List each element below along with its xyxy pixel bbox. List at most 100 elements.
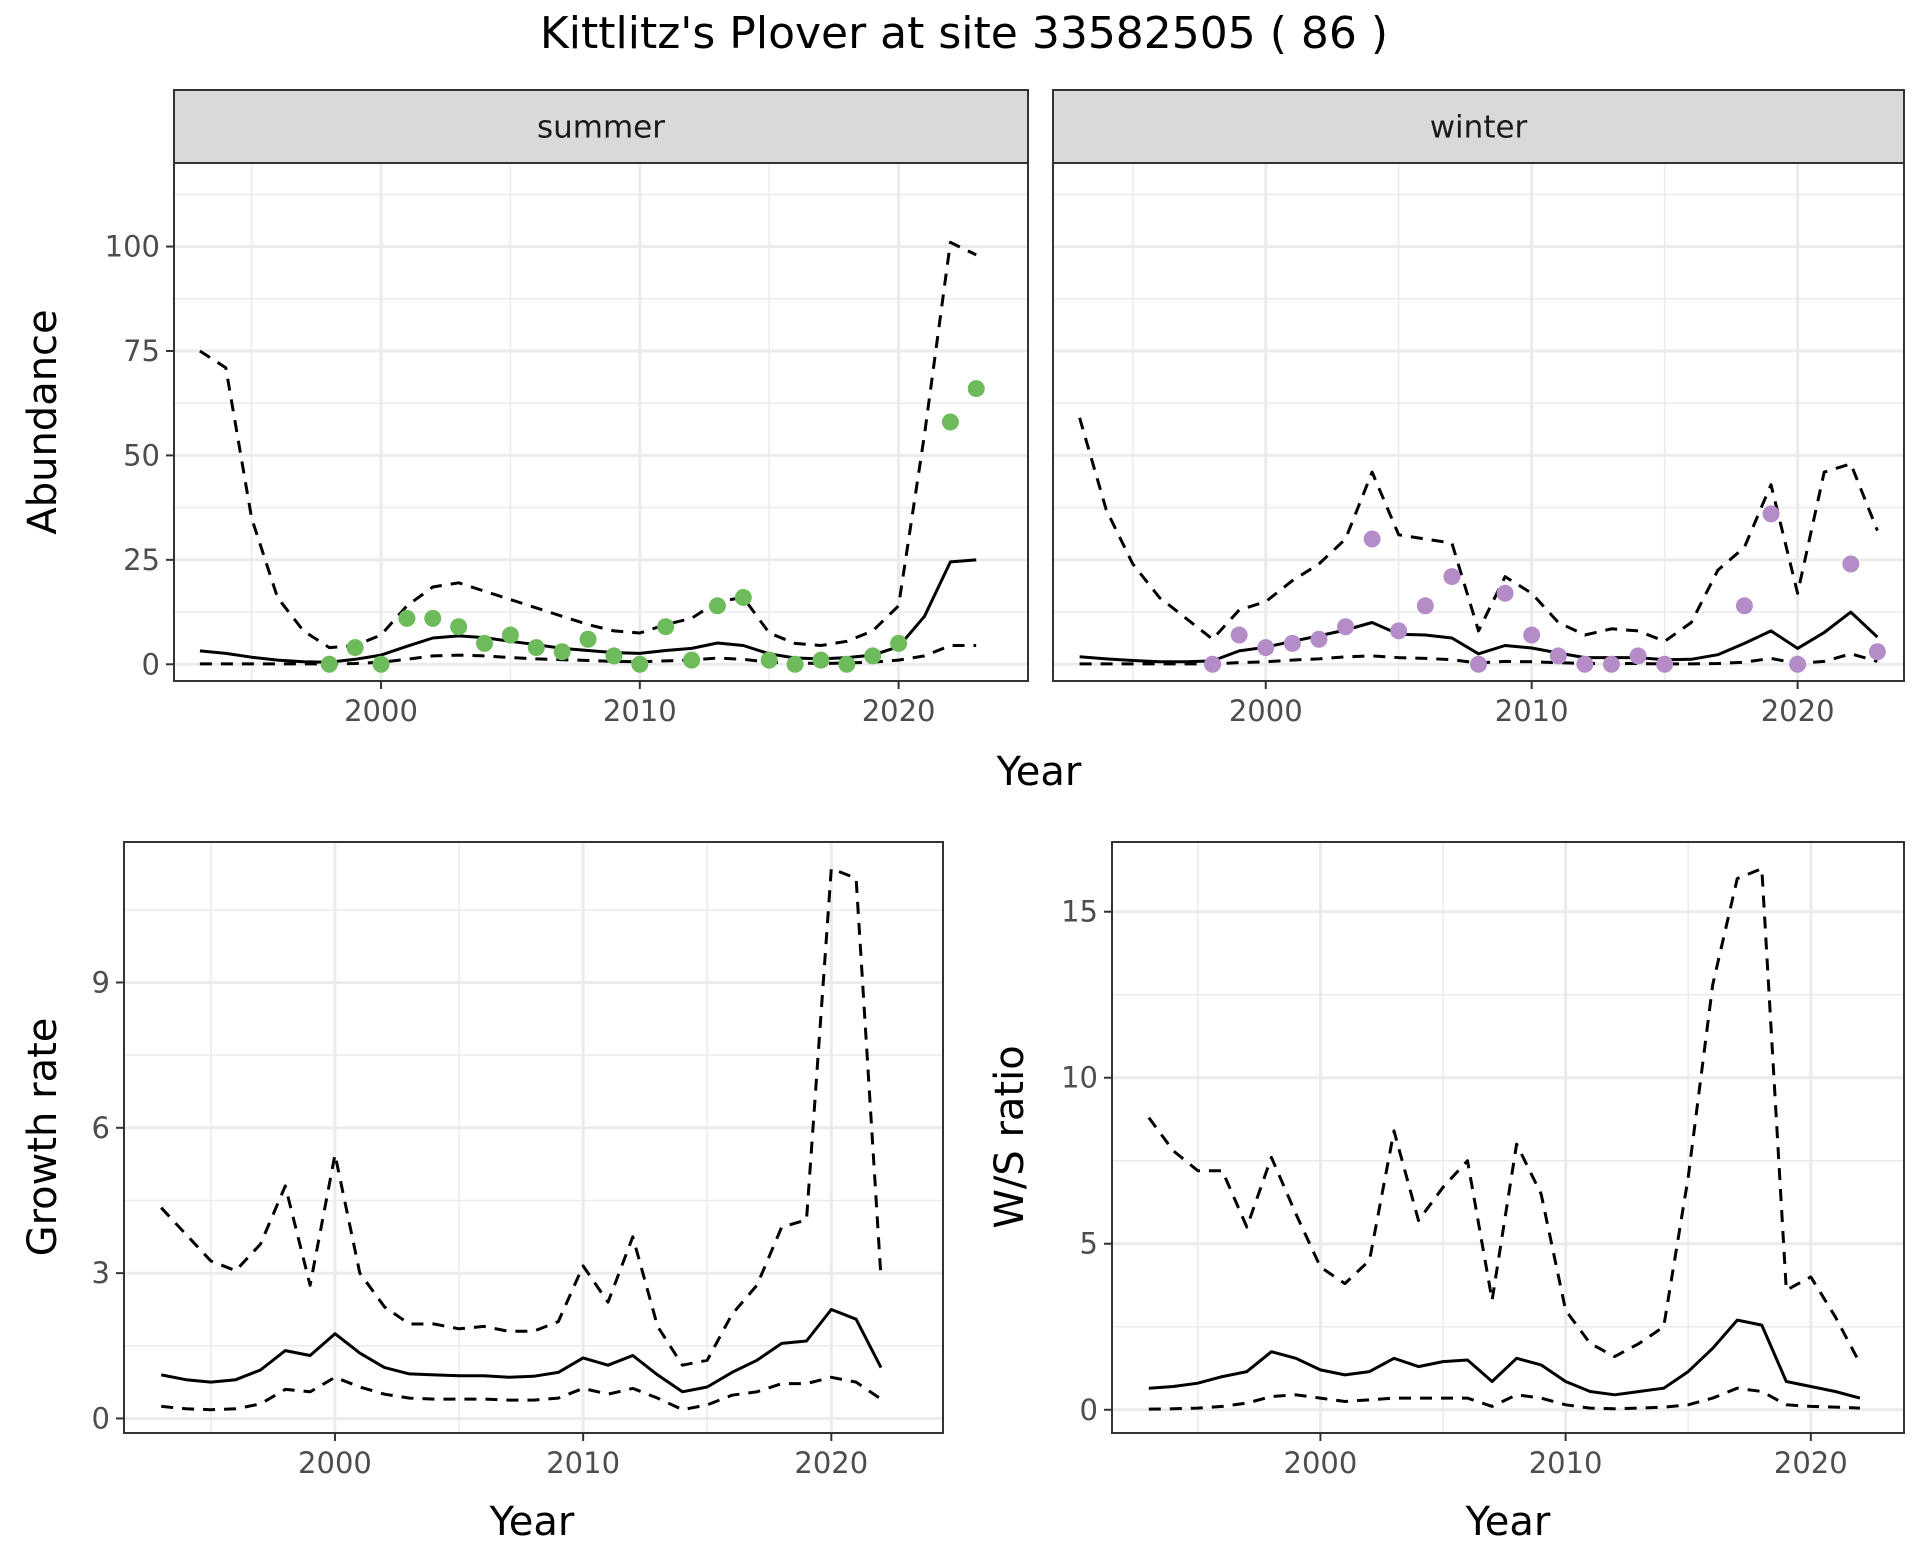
x-tick-label: 2020: [862, 694, 936, 728]
data-point-winter: [1230, 626, 1248, 644]
x-axis-title-abundance: Year: [996, 749, 1082, 795]
y-tick-label: 0: [142, 647, 160, 681]
x-tick-label: 2010: [1495, 694, 1569, 728]
data-point-winter: [1283, 634, 1301, 652]
x-tick-label: 2020: [1774, 1446, 1848, 1480]
x-tick-label: 2000: [1284, 1446, 1358, 1480]
data-point-winter: [1868, 643, 1886, 661]
data-point-summer: [631, 655, 649, 673]
y-tick-label: 25: [123, 543, 160, 577]
y-axis-title-growth: Growth rate: [20, 1018, 66, 1257]
data-point-winter: [1310, 630, 1328, 648]
data-point-summer: [553, 643, 571, 661]
chart-title: Kittlitz's Plover at site 33582505 ( 86 …: [540, 8, 1388, 59]
y-tick-label: 9: [92, 965, 110, 999]
y-tick-label: 0: [92, 1401, 110, 1435]
data-point-summer: [527, 639, 545, 657]
upper-bound-line: [1078, 417, 1879, 643]
x-tick-label: 2010: [546, 1446, 620, 1480]
y-tick-label: 3: [92, 1256, 110, 1290]
data-point-summer: [941, 413, 959, 431]
panel-data: [199, 240, 985, 673]
x-tick-label: 2000: [298, 1446, 372, 1480]
data-point-winter: [1576, 655, 1594, 673]
facet-strip-label: summer: [537, 110, 665, 146]
data-point-winter: [1656, 655, 1674, 673]
x-tick-label: 2020: [794, 1446, 868, 1480]
data-point-summer: [424, 609, 442, 627]
data-point-summer: [501, 626, 519, 644]
data-point-winter: [1390, 622, 1408, 640]
x-tick-label: 2010: [1529, 1446, 1603, 1480]
upper-bound-line: [1147, 867, 1862, 1365]
data-point-summer: [579, 630, 597, 648]
panel-growth: 2000 2010 2020 0 3 6 9: [92, 841, 944, 1480]
panel-background: [1112, 842, 1904, 1433]
x-axis-title-ws-ratio: Year: [1465, 1499, 1551, 1545]
data-point-summer: [372, 655, 390, 673]
panel-border: [1111, 841, 1905, 1434]
data-point-summer: [346, 639, 364, 657]
upper-bound-line: [160, 867, 883, 1367]
estimate-line: [160, 1308, 883, 1394]
data-point-summer: [605, 647, 623, 665]
x-tick-label: 2020: [1761, 694, 1835, 728]
y-tick-label: 5: [1080, 1227, 1098, 1261]
panel-winter: 2000 2010 2020 winter: [1052, 89, 1905, 728]
data-point-summer: [786, 655, 804, 673]
data-point-winter: [1337, 618, 1355, 636]
data-point-summer: [657, 618, 675, 636]
data-point-winter: [1842, 555, 1860, 573]
data-point-winter: [1523, 626, 1541, 644]
x-tick-label: 2010: [603, 694, 677, 728]
data-point-winter: [1416, 597, 1434, 615]
y-tick-label: 100: [105, 230, 160, 264]
y-tick-label: 15: [1061, 895, 1098, 929]
y-tick-label: 0: [1080, 1393, 1098, 1427]
data-point-summer: [476, 634, 494, 652]
y-tick-label: 75: [123, 334, 160, 368]
y-tick-label: 10: [1061, 1061, 1098, 1095]
y-axis-title-abundance: Abundance: [20, 309, 66, 534]
data-point-winter: [1470, 655, 1487, 673]
data-point-winter: [1735, 597, 1753, 615]
panel-data: [1147, 867, 1862, 1411]
facet-strip-label: winter: [1430, 110, 1528, 146]
estimate-line: [1148, 1318, 1861, 1400]
data-point-summer: [708, 597, 726, 615]
data-point-summer: [450, 618, 468, 636]
x-tick-label: 2000: [344, 694, 418, 728]
data-point-summer: [838, 655, 856, 673]
panel-background: [174, 163, 1028, 681]
upper-bound-line: [199, 240, 977, 650]
data-point-winter: [1257, 639, 1275, 657]
data-point-summer: [734, 588, 752, 606]
panel-ws_ratio: 2000 2010 2020 0 5 10 15: [1061, 841, 1905, 1480]
data-point-winter: [1762, 505, 1780, 523]
data-point-summer: [683, 651, 701, 669]
data-point-summer: [967, 380, 985, 398]
panel-summer: 2000 2010 2020 0 25 50 75 100 summer: [105, 89, 1029, 728]
lower-bound-line: [1148, 1386, 1860, 1411]
y-tick-label: 50: [123, 438, 160, 472]
x-axis-title-growth: Year: [489, 1499, 575, 1545]
data-point-summer: [398, 609, 416, 627]
facet-strip: [173, 89, 1029, 164]
data-point-summer: [864, 647, 882, 665]
data-point-summer: [812, 651, 830, 669]
panel-data: [1078, 417, 1886, 673]
panel-border: [123, 841, 944, 1434]
data-point-summer: [760, 651, 778, 669]
data-point-winter: [1789, 655, 1807, 673]
data-point-winter: [1602, 655, 1620, 673]
x-tick-label: 2000: [1229, 694, 1303, 728]
panel-data: [160, 867, 883, 1412]
y-axis-title-ws-ratio: W/S ratio: [987, 1045, 1033, 1228]
facet-strip: [1052, 89, 1905, 164]
panel-background: [1053, 163, 1904, 681]
data-point-winter: [1363, 530, 1381, 548]
data-point-winter: [1204, 655, 1222, 673]
data-point-winter: [1443, 568, 1461, 586]
